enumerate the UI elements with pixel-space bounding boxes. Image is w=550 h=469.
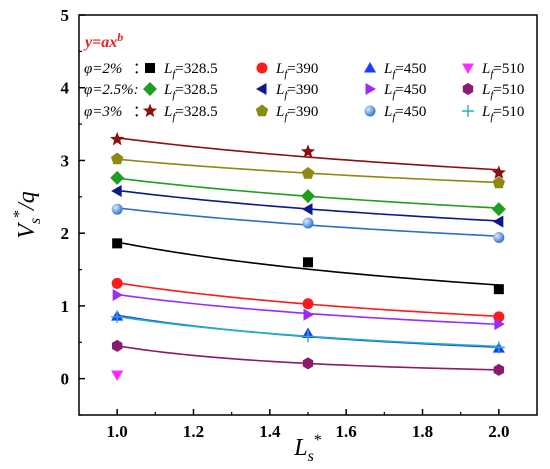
data-point-s9-2 [492,176,506,189]
y-tick-label: 2 [61,224,70,243]
data-point-s11-1 [302,330,314,343]
legend-entry-label: Lf=390 [275,104,318,123]
fit-curve-0 [117,241,499,286]
data-markers [110,131,506,381]
legend-marker-6 [365,82,376,96]
legend-row-suffix: ： [133,61,148,77]
legend-marker-0 [145,63,155,73]
y-tick-label: 0 [61,370,70,389]
data-point-s6-1 [303,308,314,321]
legend-marker-7 [462,83,474,95]
data-point-s7-2 [493,363,505,376]
data-point-s7-0 [111,339,123,352]
y-axis-label: Vs*/q [11,191,44,239]
data-point-s6-2 [494,318,505,331]
fit-curve-8 [117,137,499,171]
legend-entry-label: Lf=450 [383,104,426,123]
legend-row-label: φ=2% [84,61,122,77]
data-point-s11-2 [492,341,505,354]
legend-entry-label: Lf=450 [383,61,426,80]
data-point-s1-0 [111,277,123,289]
x-axis-label: Ls* [293,432,322,465]
data-point-s0-1 [303,257,313,268]
y-tick-label: 1 [61,297,70,316]
x-tick-label: 1.8 [412,422,433,441]
legend-entry-label: Lf=510 [481,61,524,80]
legend-entry-label: Lf=390 [275,61,318,80]
data-point-s4-1 [301,189,315,204]
data-point-s10-1 [302,217,314,229]
legend-entry-label: Lf=328.5 [163,61,218,80]
legend-entry-label: Lf=450 [383,82,426,101]
data-point-s10-0 [111,203,123,215]
legend-marker-8 [142,103,158,118]
legend-marker-2 [363,62,377,73]
legend-row-label: φ=3% [84,104,122,120]
x-tick-label: 1.4 [259,422,281,441]
legend-entry-label: Lf=328.5 [163,104,218,123]
legend: y=axb φ=2% ： φ=2.5%: φ=3% ： Lf=328.5 Lf=390 Lf=4… [83,30,524,123]
y-tick-label: 5 [61,6,70,25]
data-point-s11-0 [111,310,124,323]
axis-ticks: 1.0 1.2 1.4 1.6 1.8 2.0 0 1 2 3 4 5 [61,6,510,441]
legend-marker-9 [255,104,269,117]
data-point-s4-0 [110,170,125,185]
legend-marker-4 [143,82,157,96]
data-point-s7-1 [302,357,314,370]
legend-entry-label: Lf=510 [481,82,524,101]
legend-marker-10 [364,105,376,117]
x-tick-label: 1.2 [183,422,204,441]
data-point-s5-1 [302,203,313,216]
data-point-s1-1 [302,298,314,310]
data-point-s0-0 [112,238,123,249]
data-point-s9-1 [301,167,315,179]
x-tick-label: 2.0 [488,422,509,441]
legend-row-suffix: ： [133,104,148,120]
legend-marker-5 [256,82,267,96]
data-point-s4-2 [491,202,506,217]
data-point-s10-2 [493,232,505,244]
fit-equation: y=axb [83,30,123,51]
data-point-s3-0 [111,370,124,381]
legend-marker-1 [256,62,268,74]
legend-entry-label: Lf=390 [275,82,318,101]
data-point-s8-2 [491,165,506,179]
data-point-s0-2 [493,284,504,295]
legend-marker-11 [462,105,474,117]
x-tick-label: 1.0 [107,422,128,441]
data-point-s5-2 [492,215,504,228]
y-tick-label: 4 [61,79,70,98]
y-tick-label: 3 [61,151,70,170]
legend-marker-3 [461,63,475,74]
legend-entry-label: Lf=328.5 [163,82,218,101]
data-point-s9-0 [110,152,124,165]
data-point-s8-1 [300,144,316,158]
legend-entry-label: Lf=510 [481,104,524,123]
x-tick-label: 1.6 [336,422,357,441]
data-point-s8-0 [110,131,125,146]
data-point-s6-0 [112,288,124,302]
axis-labels: Ls* Vs*/q [11,191,322,465]
legend-row-label: φ=2.5%: [84,82,139,98]
data-point-s5-0 [111,184,122,198]
